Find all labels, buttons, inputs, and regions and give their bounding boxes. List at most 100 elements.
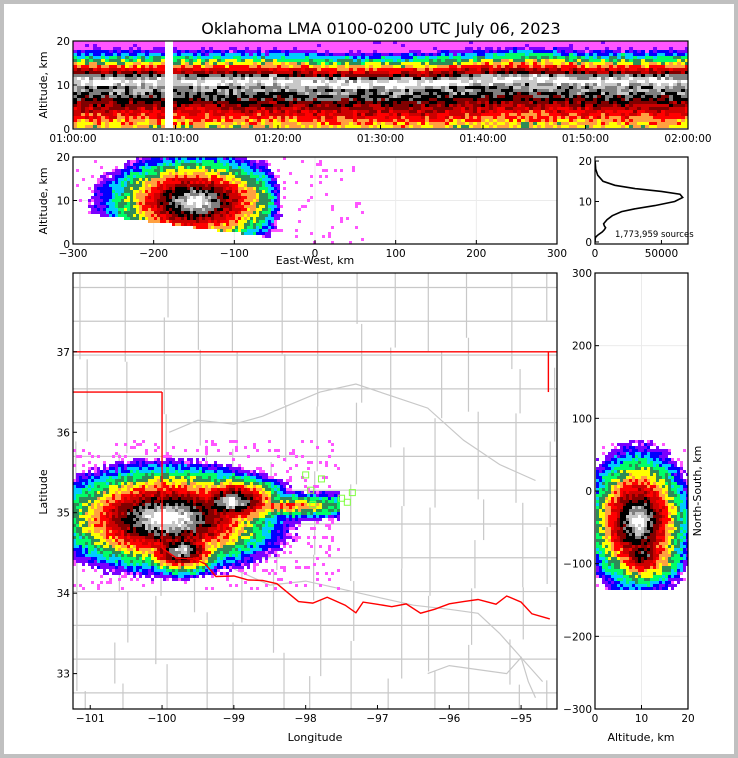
density-cell bbox=[361, 113, 365, 116]
density-cell bbox=[285, 107, 289, 110]
density-cell bbox=[337, 44, 341, 47]
density-cell bbox=[161, 83, 165, 86]
density-cell bbox=[521, 104, 525, 107]
density-cell bbox=[237, 71, 241, 74]
density-cell bbox=[333, 65, 337, 68]
density-cell bbox=[453, 95, 457, 98]
density-cell bbox=[325, 110, 329, 113]
density-cell bbox=[313, 95, 317, 98]
density-cell bbox=[545, 110, 549, 113]
density-cell bbox=[297, 101, 301, 104]
density-cell bbox=[681, 101, 685, 104]
density-cell bbox=[253, 86, 257, 89]
density-cell bbox=[577, 80, 581, 83]
density-cell bbox=[277, 89, 281, 92]
density-cell bbox=[469, 113, 473, 116]
density-cell bbox=[161, 68, 165, 71]
density-cell bbox=[509, 125, 513, 128]
density-cell bbox=[421, 80, 425, 83]
density-cell bbox=[405, 125, 409, 128]
density-cell bbox=[149, 116, 153, 119]
density-cell bbox=[349, 74, 353, 77]
density-cell bbox=[289, 125, 293, 128]
density-cell bbox=[341, 125, 345, 128]
density-cell bbox=[389, 116, 393, 119]
density-cell bbox=[593, 74, 597, 77]
density-cell bbox=[173, 74, 177, 77]
density-cell bbox=[445, 125, 449, 128]
density-cell bbox=[545, 83, 549, 86]
density-cell bbox=[677, 68, 681, 71]
density-cell bbox=[93, 50, 97, 53]
density-cell bbox=[509, 101, 513, 104]
density-cell bbox=[151, 196, 154, 199]
density-cell bbox=[589, 77, 593, 80]
density-cell bbox=[137, 89, 141, 92]
density-cell bbox=[297, 89, 301, 92]
density-cell bbox=[373, 56, 377, 59]
density-cell bbox=[93, 95, 97, 98]
density-cell bbox=[181, 98, 185, 101]
density-cell bbox=[577, 71, 581, 74]
density-cell bbox=[148, 205, 151, 208]
density-cell bbox=[421, 107, 425, 110]
density-cell bbox=[641, 107, 645, 110]
density-cell bbox=[637, 110, 641, 113]
density-cell bbox=[361, 71, 365, 74]
density-cell bbox=[401, 92, 405, 95]
density-cell bbox=[317, 50, 321, 53]
density-cell bbox=[249, 104, 253, 107]
density-cell bbox=[139, 199, 142, 202]
density-cell bbox=[553, 101, 557, 104]
density-cell bbox=[481, 89, 485, 92]
density-cell bbox=[178, 157, 181, 160]
density-cell bbox=[541, 47, 545, 50]
density-cell bbox=[637, 62, 641, 65]
density-cell bbox=[221, 95, 225, 98]
density-cell bbox=[151, 175, 154, 178]
density-cell bbox=[97, 71, 101, 74]
density-cell bbox=[521, 41, 525, 44]
density-cell bbox=[585, 56, 589, 59]
density-cell bbox=[133, 101, 137, 104]
density-cell bbox=[525, 41, 529, 44]
density-cell bbox=[141, 122, 145, 125]
density-cell bbox=[321, 125, 325, 128]
density-cell bbox=[225, 44, 229, 47]
density-cell bbox=[457, 113, 461, 116]
density-cell bbox=[645, 68, 649, 71]
density-cell bbox=[489, 107, 493, 110]
density-cell bbox=[229, 65, 233, 68]
density-cell bbox=[175, 178, 178, 181]
density-cell bbox=[177, 74, 181, 77]
density-cell bbox=[172, 172, 175, 175]
density-cell bbox=[421, 53, 425, 56]
density-cell bbox=[461, 41, 465, 44]
density-cell bbox=[561, 119, 565, 122]
density-cell bbox=[127, 196, 130, 199]
density-cell bbox=[177, 122, 181, 125]
density-cell bbox=[469, 74, 473, 77]
density-cell bbox=[549, 113, 553, 116]
density-cell bbox=[225, 83, 229, 86]
density-cell bbox=[173, 47, 177, 50]
density-cell bbox=[163, 160, 166, 163]
density-cell bbox=[285, 65, 289, 68]
density-cell bbox=[293, 116, 297, 119]
density-cell bbox=[465, 50, 469, 53]
density-cell bbox=[325, 68, 329, 71]
density-cell bbox=[157, 77, 161, 80]
density-cell bbox=[389, 59, 393, 62]
density-cell bbox=[261, 65, 265, 68]
density-cell bbox=[565, 122, 569, 125]
density-cell bbox=[93, 89, 97, 92]
density-cell bbox=[497, 110, 501, 113]
density-cell bbox=[461, 44, 465, 47]
density-cell bbox=[549, 101, 553, 104]
density-cell bbox=[561, 50, 565, 53]
density-cell bbox=[329, 59, 333, 62]
density-cell bbox=[645, 122, 649, 125]
density-cell bbox=[681, 50, 685, 53]
density-cell bbox=[497, 47, 501, 50]
density-cell bbox=[130, 175, 133, 178]
